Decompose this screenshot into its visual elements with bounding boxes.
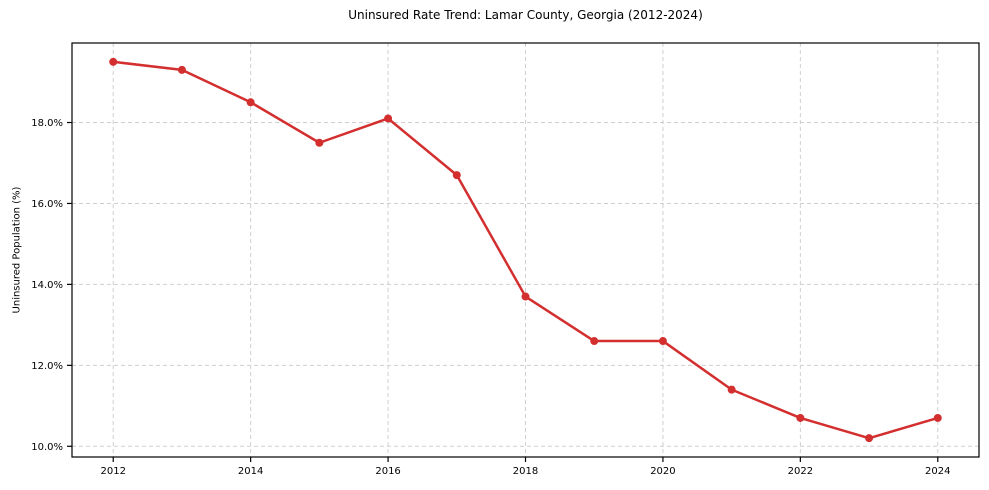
- chart-title: Uninsured Rate Trend: Lamar County, Geor…: [348, 8, 703, 22]
- data-point-2023: [865, 434, 874, 443]
- data-point-2018: [521, 292, 530, 301]
- x-tick-label: 2020: [650, 466, 675, 477]
- data-point-2022: [796, 413, 805, 422]
- y-tick-label: 18.0%: [31, 118, 63, 129]
- y-tick-label: 10.0%: [31, 442, 63, 453]
- data-point-2015: [315, 138, 324, 147]
- y-tick-label: 14.0%: [31, 280, 63, 291]
- y-axis-label-text: Uninsured Population (%): [11, 186, 23, 314]
- x-tick-label: 2012: [101, 466, 126, 477]
- y-tick-label: 16.0%: [31, 199, 63, 210]
- data-point-2019: [590, 337, 599, 346]
- data-point-2020: [658, 337, 667, 346]
- x-tick-label: 2018: [513, 466, 538, 477]
- data-point-2021: [727, 385, 736, 394]
- x-tick-label: 2016: [375, 466, 400, 477]
- data-point-2024: [933, 413, 942, 422]
- x-tick-label: 2022: [788, 466, 813, 477]
- data-point-2017: [452, 171, 461, 180]
- data-point-2016: [384, 114, 393, 123]
- data-point-2014: [246, 98, 255, 107]
- data-point-2012: [109, 57, 118, 66]
- x-tick-label: 2024: [925, 466, 950, 477]
- data-point-2013: [177, 65, 186, 74]
- x-tick-label: 2014: [238, 466, 263, 477]
- y-tick-label: 12.0%: [31, 361, 63, 372]
